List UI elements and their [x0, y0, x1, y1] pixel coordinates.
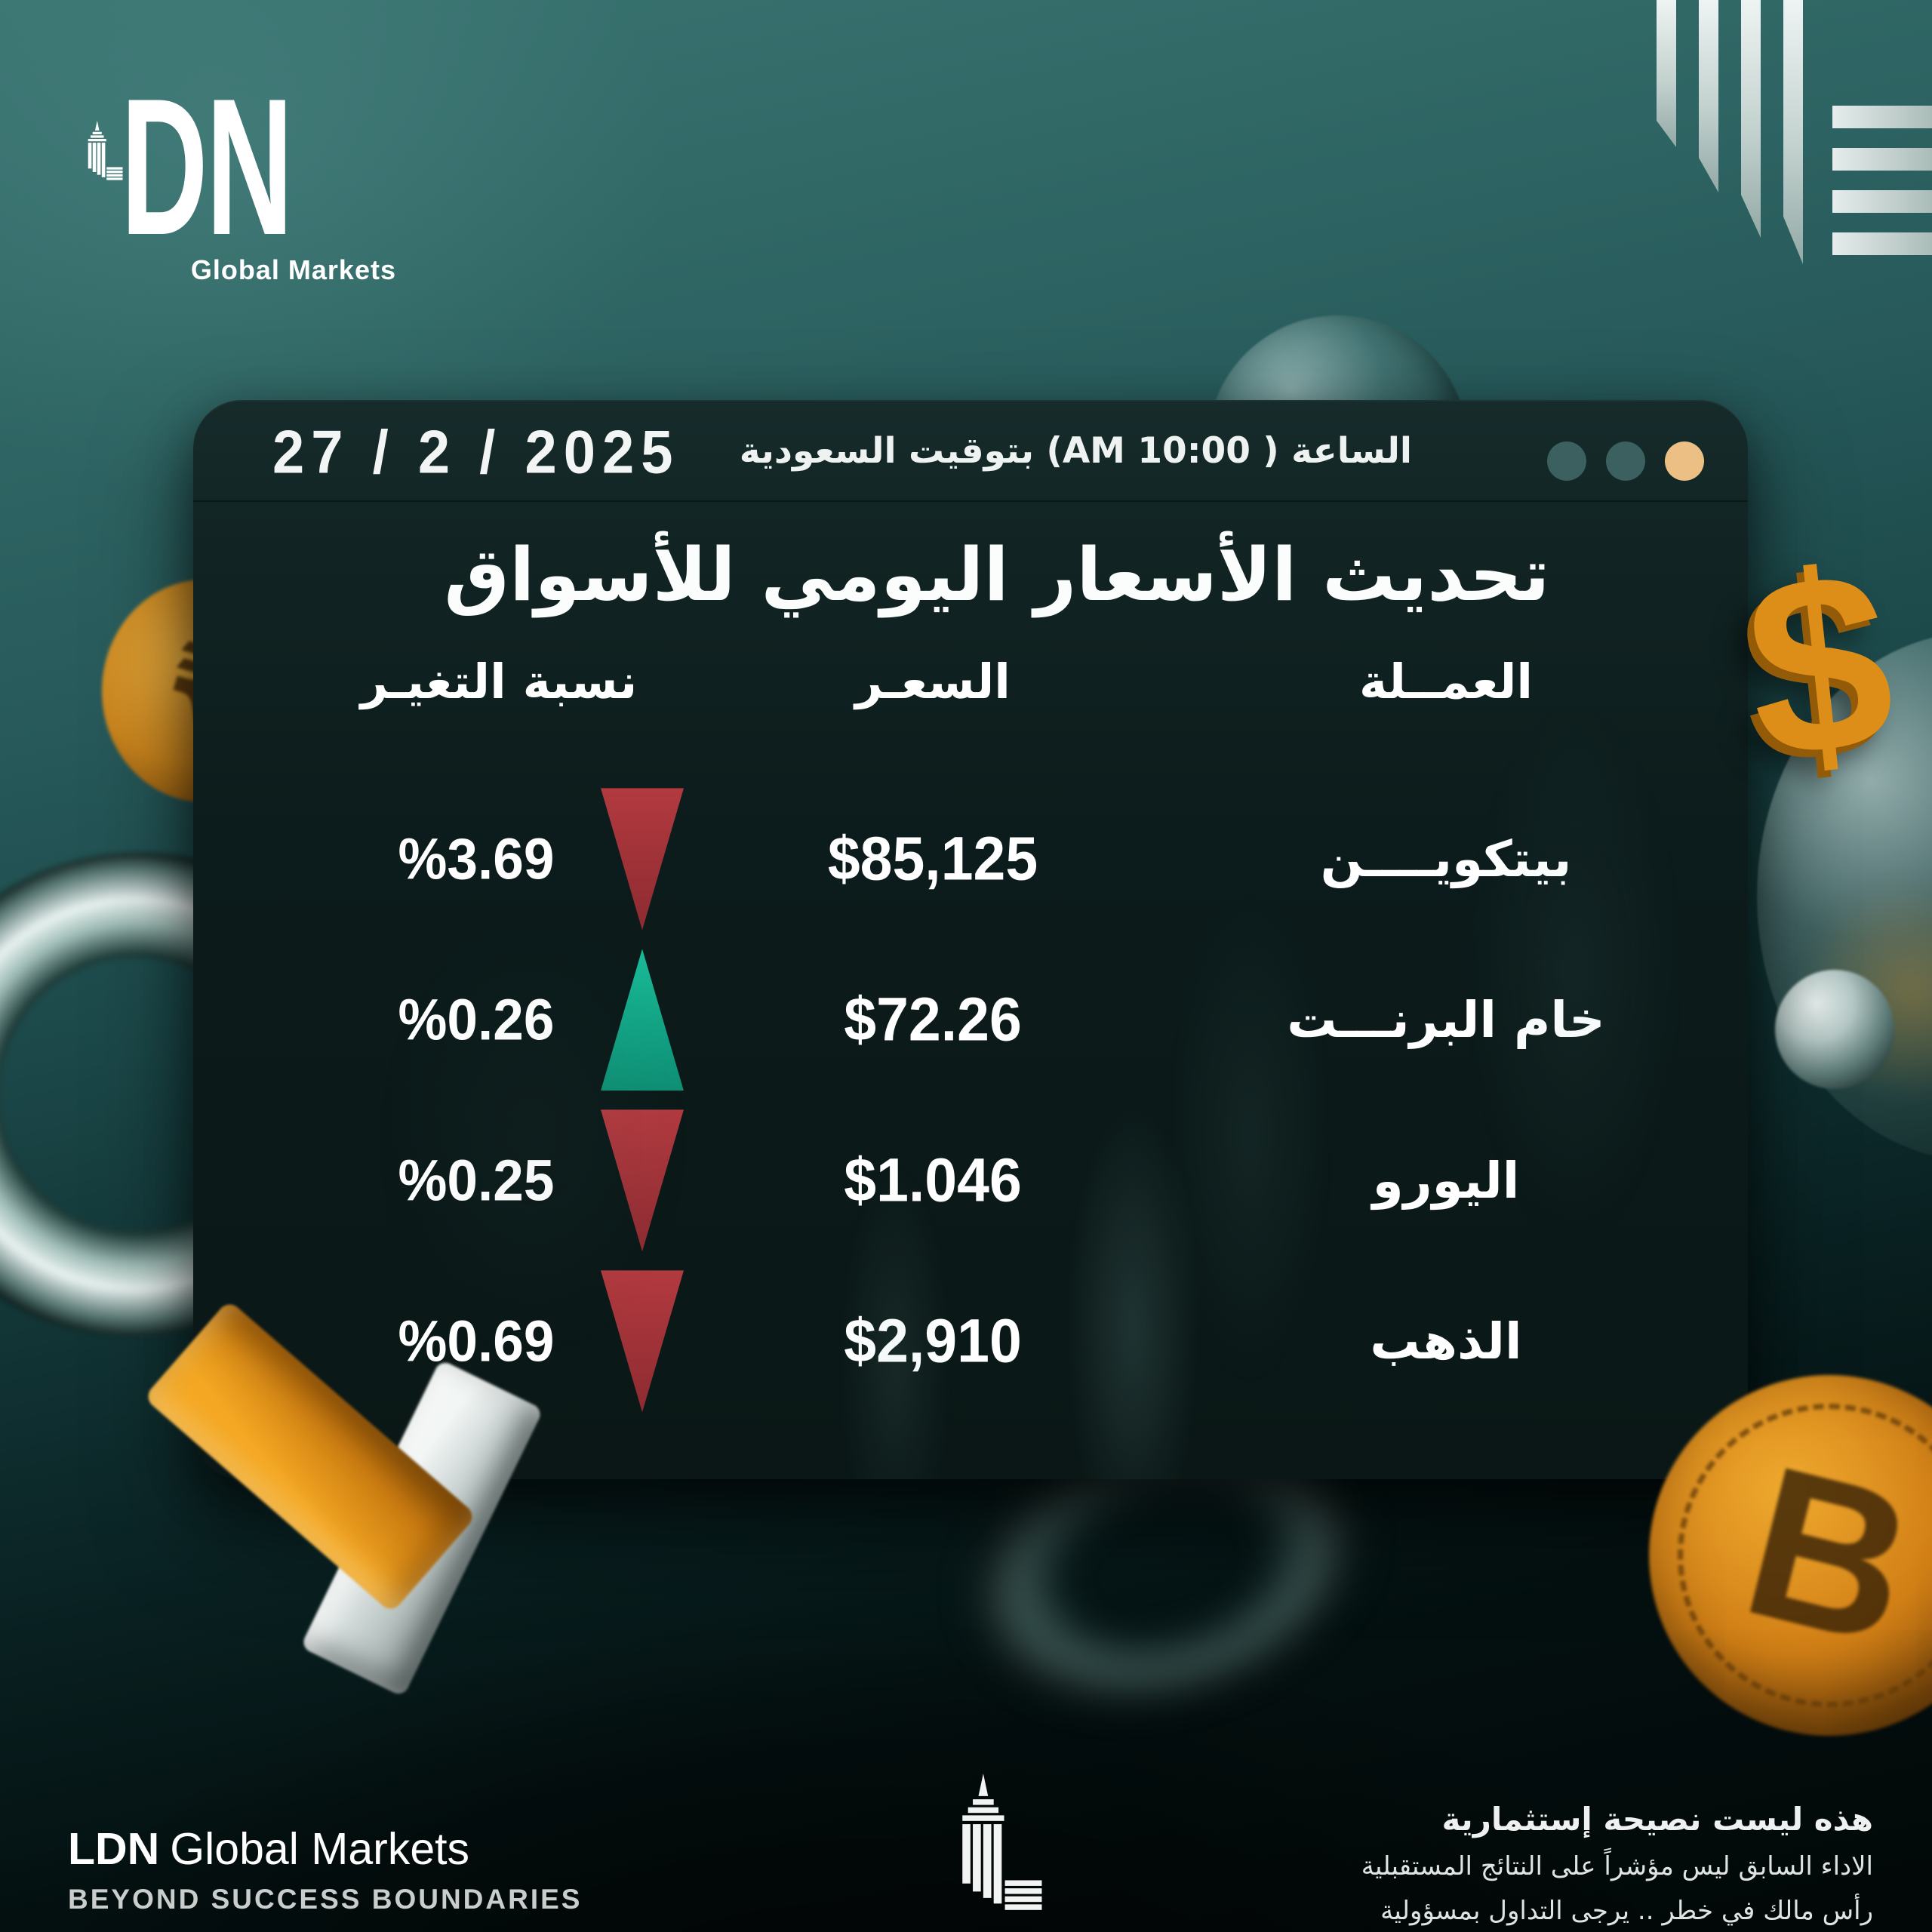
- date-label: 27 / 2 / 2025: [272, 418, 680, 487]
- brand-subtitle: Global Markets: [190, 254, 396, 285]
- currency-name: بيتكويــــن: [1320, 829, 1572, 888]
- down-triangle-icon: [601, 1270, 684, 1413]
- bitcoin-coin-icon: B: [1649, 1375, 1932, 1736]
- window-dot-icon: [1547, 441, 1586, 481]
- disclaimer-line: رأس مالك في خطر .. يرجى التداول بمسؤولية: [1380, 1896, 1873, 1927]
- table-header: العمــلة السعـر نسبة التغيـر: [193, 654, 1748, 709]
- footer-tagline: BEYOND SUCCESS BOUNDARIES: [68, 1884, 583, 1915]
- table-row: اليورو $1.046 %0.25: [193, 1100, 1748, 1261]
- table-row: الذهب $2,910 %0.69: [193, 1261, 1748, 1422]
- dollar-sign-icon: $: [1734, 516, 1905, 812]
- window-dots: [1547, 441, 1704, 481]
- price-table: بيتكويــــن $85,125 %3.69 خام البرنـــت …: [193, 779, 1748, 1422]
- building-icon: [72, 54, 124, 247]
- column-header-price: السعـر: [855, 654, 1011, 709]
- brand-logo: DN Global Markets: [72, 54, 396, 286]
- price-value: $1.046: [844, 1146, 1022, 1215]
- window-dot-icon: [1665, 441, 1704, 481]
- change-percent: %0.69: [398, 1309, 555, 1374]
- corner-stripes-horizontal: [1832, 106, 1932, 255]
- price-update-card: 27 / 2 / 2025 الساعة ( AM 10:00) بتوقيت …: [193, 400, 1748, 1479]
- currency-name: الذهب: [1370, 1312, 1522, 1371]
- price-value: $72.26: [844, 985, 1022, 1054]
- currency-name: اليورو: [1372, 1151, 1520, 1210]
- down-triangle-icon: [601, 1109, 684, 1252]
- down-triangle-icon: [601, 788, 684, 931]
- currency-name: خام البرنـــت: [1287, 990, 1605, 1049]
- table-row: بيتكويــــن $85,125 %3.69: [193, 779, 1748, 940]
- change-percent: %0.26: [398, 987, 555, 1053]
- column-header-currency: العمــلة: [1358, 654, 1534, 709]
- time-label: الساعة ( AM 10:00) بتوقيت السعودية: [739, 430, 1412, 472]
- brand-name: DN: [121, 57, 294, 276]
- disclaimer: هذه ليست نصيحة إستثمارية الاداء السابق ل…: [1361, 1801, 1873, 1930]
- corner-stripes-vertical: [1657, 0, 1803, 264]
- building-icon: [924, 1772, 1045, 1915]
- column-header-change: نسبة التغيـر: [360, 654, 638, 709]
- footer-brand-rest: Global Markets: [170, 1824, 470, 1874]
- silver-sphere: [1775, 970, 1894, 1089]
- disclaimer-line: هذه ليست نصيحة إستثمارية: [1441, 1801, 1873, 1838]
- disclaimer-line: الاداء السابق ليس مؤشراً على النتائج الم…: [1361, 1851, 1873, 1881]
- footer-brand-bold: LDN: [68, 1824, 160, 1874]
- footer-brand: LDN Global Markets BEYOND SUCCESS BOUNDAR…: [68, 1823, 582, 1915]
- up-triangle-icon: [601, 949, 684, 1091]
- page-title: تحديث الأسعار اليومي للأسواق: [444, 532, 1550, 617]
- price-value: $2,910: [844, 1306, 1022, 1376]
- card-header: 27 / 2 / 2025 الساعة ( AM 10:00) بتوقيت …: [193, 400, 1748, 502]
- change-percent: %3.69: [398, 826, 555, 892]
- window-dot-icon: [1606, 441, 1645, 481]
- change-percent: %0.25: [398, 1148, 555, 1214]
- table-row: خام البرنـــت $72.26 %0.26: [193, 940, 1748, 1100]
- price-value: $85,125: [827, 824, 1038, 894]
